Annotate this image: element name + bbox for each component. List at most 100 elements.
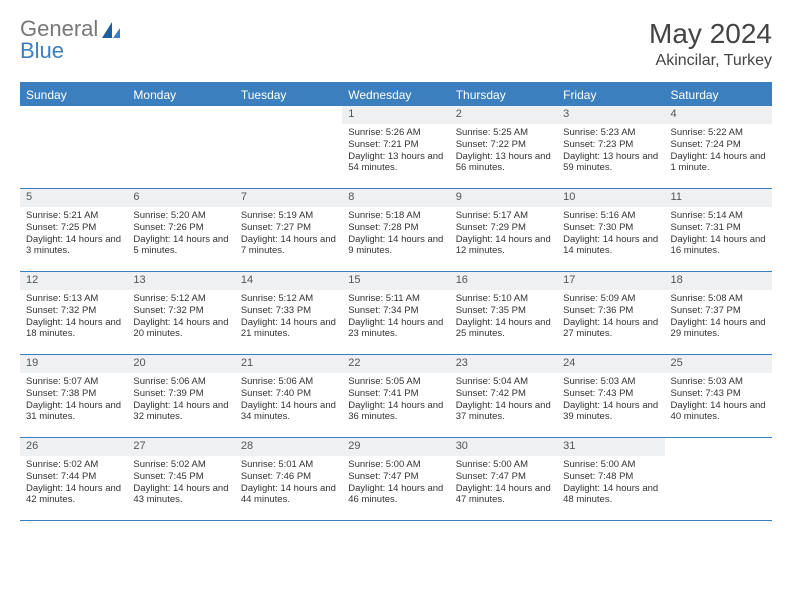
daylight-text: Daylight: 14 hours and 32 minutes. bbox=[133, 400, 228, 424]
sunset-text: Sunset: 7:43 PM bbox=[671, 388, 766, 400]
day-cell: 26Sunrise: 5:02 AMSunset: 7:44 PMDayligh… bbox=[20, 438, 127, 520]
day-data: Sunrise: 5:19 AMSunset: 7:27 PMDaylight:… bbox=[235, 207, 342, 262]
day-cell: 22Sunrise: 5:05 AMSunset: 7:41 PMDayligh… bbox=[342, 355, 449, 437]
day-data: Sunrise: 5:00 AMSunset: 7:47 PMDaylight:… bbox=[450, 456, 557, 511]
sunset-text: Sunset: 7:38 PM bbox=[26, 388, 121, 400]
daylight-text: Daylight: 14 hours and 29 minutes. bbox=[671, 317, 766, 341]
brand-bottom: Blue bbox=[20, 38, 64, 63]
day-number: 23 bbox=[450, 355, 557, 373]
day-number: 3 bbox=[557, 106, 664, 124]
sunrise-text: Sunrise: 5:07 AM bbox=[26, 376, 121, 388]
day-data: Sunrise: 5:03 AMSunset: 7:43 PMDaylight:… bbox=[557, 373, 664, 428]
day-cell: 23Sunrise: 5:04 AMSunset: 7:42 PMDayligh… bbox=[450, 355, 557, 437]
daylight-text: Daylight: 14 hours and 44 minutes. bbox=[241, 483, 336, 507]
day-number: 18 bbox=[665, 272, 772, 290]
sunrise-text: Sunrise: 5:14 AM bbox=[671, 210, 766, 222]
day-data: Sunrise: 5:21 AMSunset: 7:25 PMDaylight:… bbox=[20, 207, 127, 262]
daylight-text: Daylight: 13 hours and 59 minutes. bbox=[563, 151, 658, 175]
sunset-text: Sunset: 7:22 PM bbox=[456, 139, 551, 151]
day-data: Sunrise: 5:02 AMSunset: 7:44 PMDaylight:… bbox=[20, 456, 127, 511]
day-cell: 15Sunrise: 5:11 AMSunset: 7:34 PMDayligh… bbox=[342, 272, 449, 354]
daylight-text: Daylight: 14 hours and 14 minutes. bbox=[563, 234, 658, 258]
day-header: Friday bbox=[557, 84, 664, 106]
sunset-text: Sunset: 7:28 PM bbox=[348, 222, 443, 234]
sunset-text: Sunset: 7:25 PM bbox=[26, 222, 121, 234]
sunset-text: Sunset: 7:31 PM bbox=[671, 222, 766, 234]
daylight-text: Daylight: 14 hours and 42 minutes. bbox=[26, 483, 121, 507]
day-data: Sunrise: 5:00 AMSunset: 7:47 PMDaylight:… bbox=[342, 456, 449, 511]
day-cell: 3Sunrise: 5:23 AMSunset: 7:23 PMDaylight… bbox=[557, 106, 664, 188]
sunrise-text: Sunrise: 5:02 AM bbox=[133, 459, 228, 471]
sunset-text: Sunset: 7:36 PM bbox=[563, 305, 658, 317]
day-data: Sunrise: 5:13 AMSunset: 7:32 PMDaylight:… bbox=[20, 290, 127, 345]
sunset-text: Sunset: 7:43 PM bbox=[563, 388, 658, 400]
brand-sail-icon bbox=[100, 20, 122, 46]
brand-logo: General Blue bbox=[20, 18, 122, 62]
day-cell: 18Sunrise: 5:08 AMSunset: 7:37 PMDayligh… bbox=[665, 272, 772, 354]
day-header: Thursday bbox=[450, 84, 557, 106]
daylight-text: Daylight: 13 hours and 54 minutes. bbox=[348, 151, 443, 175]
day-header: Tuesday bbox=[235, 84, 342, 106]
daylight-text: Daylight: 14 hours and 47 minutes. bbox=[456, 483, 551, 507]
day-data: Sunrise: 5:25 AMSunset: 7:22 PMDaylight:… bbox=[450, 124, 557, 179]
day-data: Sunrise: 5:04 AMSunset: 7:42 PMDaylight:… bbox=[450, 373, 557, 428]
daylight-text: Daylight: 14 hours and 25 minutes. bbox=[456, 317, 551, 341]
day-cell: 31Sunrise: 5:00 AMSunset: 7:48 PMDayligh… bbox=[557, 438, 664, 520]
day-number: 31 bbox=[557, 438, 664, 456]
day-number: 26 bbox=[20, 438, 127, 456]
daylight-text: Daylight: 13 hours and 56 minutes. bbox=[456, 151, 551, 175]
day-header-row: Sunday Monday Tuesday Wednesday Thursday… bbox=[20, 84, 772, 106]
sunset-text: Sunset: 7:37 PM bbox=[671, 305, 766, 317]
sunrise-text: Sunrise: 5:12 AM bbox=[241, 293, 336, 305]
day-number: 16 bbox=[450, 272, 557, 290]
day-number: 9 bbox=[450, 189, 557, 207]
sunrise-text: Sunrise: 5:00 AM bbox=[563, 459, 658, 471]
sunset-text: Sunset: 7:32 PM bbox=[133, 305, 228, 317]
daylight-text: Daylight: 14 hours and 27 minutes. bbox=[563, 317, 658, 341]
day-data: Sunrise: 5:09 AMSunset: 7:36 PMDaylight:… bbox=[557, 290, 664, 345]
sunset-text: Sunset: 7:24 PM bbox=[671, 139, 766, 151]
day-data: Sunrise: 5:12 AMSunset: 7:32 PMDaylight:… bbox=[127, 290, 234, 345]
day-cell: 13Sunrise: 5:12 AMSunset: 7:32 PMDayligh… bbox=[127, 272, 234, 354]
day-number: 22 bbox=[342, 355, 449, 373]
sunset-text: Sunset: 7:26 PM bbox=[133, 222, 228, 234]
day-header: Wednesday bbox=[342, 84, 449, 106]
day-number: 27 bbox=[127, 438, 234, 456]
sunset-text: Sunset: 7:30 PM bbox=[563, 222, 658, 234]
day-cell: 30Sunrise: 5:00 AMSunset: 7:47 PMDayligh… bbox=[450, 438, 557, 520]
title-month: May 2024 bbox=[649, 18, 772, 50]
day-cell: 12Sunrise: 5:13 AMSunset: 7:32 PMDayligh… bbox=[20, 272, 127, 354]
daylight-text: Daylight: 14 hours and 31 minutes. bbox=[26, 400, 121, 424]
day-cell: 21Sunrise: 5:06 AMSunset: 7:40 PMDayligh… bbox=[235, 355, 342, 437]
sunrise-text: Sunrise: 5:10 AM bbox=[456, 293, 551, 305]
sunset-text: Sunset: 7:45 PM bbox=[133, 471, 228, 483]
day-cell: 27Sunrise: 5:02 AMSunset: 7:45 PMDayligh… bbox=[127, 438, 234, 520]
sunrise-text: Sunrise: 5:13 AM bbox=[26, 293, 121, 305]
daylight-text: Daylight: 14 hours and 46 minutes. bbox=[348, 483, 443, 507]
day-number: 10 bbox=[557, 189, 664, 207]
day-data: Sunrise: 5:20 AMSunset: 7:26 PMDaylight:… bbox=[127, 207, 234, 262]
sunrise-text: Sunrise: 5:18 AM bbox=[348, 210, 443, 222]
sunset-text: Sunset: 7:40 PM bbox=[241, 388, 336, 400]
sunrise-text: Sunrise: 5:21 AM bbox=[26, 210, 121, 222]
week-row: 26Sunrise: 5:02 AMSunset: 7:44 PMDayligh… bbox=[20, 438, 772, 521]
day-number: 12 bbox=[20, 272, 127, 290]
day-cell: 5Sunrise: 5:21 AMSunset: 7:25 PMDaylight… bbox=[20, 189, 127, 271]
daylight-text: Daylight: 14 hours and 7 minutes. bbox=[241, 234, 336, 258]
daylight-text: Daylight: 14 hours and 37 minutes. bbox=[456, 400, 551, 424]
day-data: Sunrise: 5:10 AMSunset: 7:35 PMDaylight:… bbox=[450, 290, 557, 345]
daylight-text: Daylight: 14 hours and 21 minutes. bbox=[241, 317, 336, 341]
day-number: 5 bbox=[20, 189, 127, 207]
day-cell: 6Sunrise: 5:20 AMSunset: 7:26 PMDaylight… bbox=[127, 189, 234, 271]
day-number: 6 bbox=[127, 189, 234, 207]
sunrise-text: Sunrise: 5:23 AM bbox=[563, 127, 658, 139]
daylight-text: Daylight: 14 hours and 39 minutes. bbox=[563, 400, 658, 424]
daylight-text: Daylight: 14 hours and 16 minutes. bbox=[671, 234, 766, 258]
sunrise-text: Sunrise: 5:16 AM bbox=[563, 210, 658, 222]
day-data: Sunrise: 5:14 AMSunset: 7:31 PMDaylight:… bbox=[665, 207, 772, 262]
day-data: Sunrise: 5:05 AMSunset: 7:41 PMDaylight:… bbox=[342, 373, 449, 428]
sunrise-text: Sunrise: 5:17 AM bbox=[456, 210, 551, 222]
day-data: Sunrise: 5:16 AMSunset: 7:30 PMDaylight:… bbox=[557, 207, 664, 262]
sunrise-text: Sunrise: 5:25 AM bbox=[456, 127, 551, 139]
day-cell: 24Sunrise: 5:03 AMSunset: 7:43 PMDayligh… bbox=[557, 355, 664, 437]
